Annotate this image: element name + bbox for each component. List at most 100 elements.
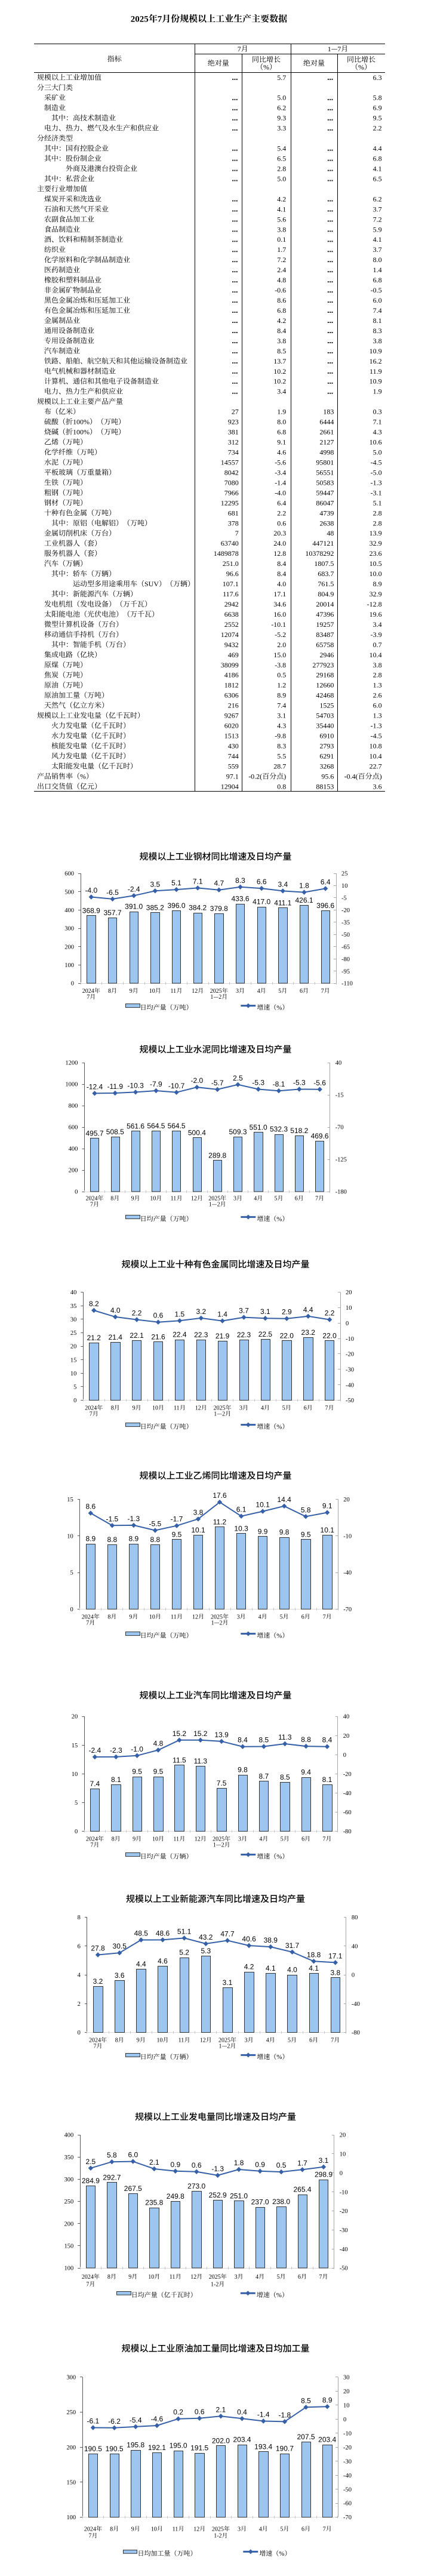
- svg-text:0.4: 0.4: [237, 2408, 247, 2416]
- svg-text:559: 559: [228, 762, 239, 770]
- svg-text:683.7: 683.7: [318, 570, 334, 578]
- svg-text:-3.9: -3.9: [371, 630, 382, 639]
- svg-text:0.2: 0.2: [173, 2408, 183, 2417]
- svg-text:9: 9: [128, 2274, 131, 2280]
- svg-text:9: 9: [131, 1196, 134, 1202]
- svg-text:-20: -20: [343, 2445, 352, 2451]
- svg-text:40: 40: [352, 1943, 358, 1950]
- svg-text:385.2: 385.2: [146, 903, 164, 912]
- svg-text:2024: 2024: [86, 1836, 98, 1843]
- svg-text:0: 0: [71, 981, 74, 987]
- svg-text:-5.5: -5.5: [149, 1520, 162, 1528]
- svg-text:9.8: 9.8: [279, 1528, 290, 1537]
- svg-text:-1.4: -1.4: [257, 2411, 270, 2419]
- svg-text:744: 744: [228, 752, 239, 760]
- svg-text:9.1: 9.1: [322, 1502, 333, 1510]
- svg-text:-50: -50: [346, 1398, 354, 1404]
- svg-text:396.6: 396.6: [316, 901, 334, 910]
- svg-text:-4.5: -4.5: [371, 458, 382, 467]
- svg-text:-12.4: -12.4: [87, 1082, 103, 1091]
- svg-text:6444: 6444: [319, 418, 334, 426]
- svg-text:20: 20: [340, 2132, 346, 2139]
- svg-text:4.0: 4.0: [287, 1966, 297, 1974]
- svg-text:2025: 2025: [213, 1836, 224, 1843]
- svg-text:2025: 2025: [209, 2274, 221, 2280]
- svg-text:7: 7: [337, 45, 341, 53]
- svg-text:4.1: 4.1: [277, 205, 286, 213]
- svg-text:-11.9: -11.9: [107, 1082, 124, 1091]
- svg-text:22.3: 22.3: [194, 1331, 208, 1339]
- svg-text:-1.3: -1.3: [128, 1515, 140, 1523]
- svg-text:10.9: 10.9: [370, 377, 382, 386]
- svg-text:251.0: 251.0: [223, 559, 239, 568]
- svg-text:8042: 8042: [224, 468, 239, 476]
- svg-text:-5.2: -5.2: [275, 630, 286, 639]
- svg-text:4: 4: [259, 2526, 262, 2532]
- svg-text:-5.6: -5.6: [313, 1079, 326, 1087]
- svg-text:7: 7: [158, 15, 162, 24]
- svg-text:1489878: 1489878: [214, 549, 239, 558]
- svg-text:379.8: 379.8: [210, 904, 228, 913]
- svg-text:-40: -40: [340, 2246, 348, 2253]
- svg-text:200: 200: [64, 2221, 73, 2227]
- svg-text:-10.1: -10.1: [271, 620, 286, 629]
- svg-text:207.5: 207.5: [297, 2433, 315, 2441]
- svg-text:6.5: 6.5: [373, 175, 382, 183]
- svg-text:8.8: 8.8: [150, 1535, 161, 1544]
- svg-text:4186: 4186: [224, 671, 239, 679]
- svg-text:3.5: 3.5: [150, 880, 160, 888]
- svg-text:3.8: 3.8: [373, 661, 382, 669]
- svg-text:3.4: 3.4: [373, 620, 382, 629]
- svg-text:SUV: SUV: [144, 580, 159, 588]
- svg-text:63740: 63740: [221, 539, 239, 547]
- svg-text:3.4: 3.4: [277, 387, 286, 396]
- svg-text:193.4: 193.4: [254, 2442, 272, 2451]
- svg-text:51.1: 51.1: [177, 1927, 192, 1935]
- svg-text:-10: -10: [343, 2430, 352, 2437]
- svg-text:4: 4: [258, 1614, 261, 1620]
- svg-text:600: 600: [64, 871, 74, 878]
- svg-text:3.6: 3.6: [115, 1971, 125, 1980]
- svg-text:9.5: 9.5: [373, 114, 382, 122]
- svg-text:-3.4: -3.4: [275, 468, 286, 476]
- svg-text:25: 25: [70, 1330, 77, 1337]
- svg-text:-40: -40: [346, 1382, 354, 1389]
- svg-text:216: 216: [228, 701, 239, 710]
- svg-text:20: 20: [343, 1733, 350, 1740]
- svg-text:1812: 1812: [224, 681, 239, 690]
- svg-text:22.0: 22.0: [280, 1331, 294, 1340]
- svg-text:11: 11: [171, 988, 177, 995]
- svg-text:4: 4: [254, 1196, 257, 1202]
- svg-text:27: 27: [232, 408, 239, 416]
- svg-text:300: 300: [64, 2177, 73, 2183]
- svg-text:-35: -35: [341, 920, 350, 927]
- svg-text:-95: -95: [341, 968, 350, 975]
- svg-text:923: 923: [228, 418, 239, 426]
- svg-text:5.1: 5.1: [171, 879, 181, 887]
- svg-text:300: 300: [66, 2375, 76, 2381]
- svg-text:-80: -80: [352, 2030, 360, 2036]
- svg-text:8.9: 8.9: [129, 1535, 139, 1543]
- svg-text:6020: 6020: [224, 722, 239, 730]
- svg-text:1.7: 1.7: [277, 245, 286, 254]
- svg-text:10: 10: [149, 988, 155, 995]
- svg-text:22.1: 22.1: [130, 1331, 144, 1340]
- svg-text:34.6: 34.6: [273, 600, 286, 608]
- svg-text:4.8: 4.8: [153, 1740, 164, 1748]
- svg-text:8.5: 8.5: [277, 347, 286, 355]
- svg-text:-1.4: -1.4: [275, 478, 286, 487]
- svg-text:3.4: 3.4: [278, 880, 288, 888]
- svg-text:2024: 2024: [82, 988, 94, 995]
- svg-text:35440: 35440: [316, 722, 334, 730]
- svg-text:7: 7: [238, 45, 241, 53]
- svg-text:13.9: 13.9: [214, 1731, 229, 1739]
- svg-text:-20: -20: [343, 1771, 352, 1778]
- svg-text:5: 5: [280, 2526, 283, 2532]
- svg-text:4: 4: [259, 1836, 262, 1843]
- svg-text:5: 5: [288, 2038, 291, 2044]
- svg-text:-0.4(: -0.4(: [344, 772, 358, 780]
- svg-text:8: 8: [78, 1915, 81, 1921]
- svg-text:10: 10: [152, 1405, 158, 1412]
- svg-text:4.4: 4.4: [303, 1306, 313, 1314]
- svg-text:15: 15: [72, 1743, 78, 1749]
